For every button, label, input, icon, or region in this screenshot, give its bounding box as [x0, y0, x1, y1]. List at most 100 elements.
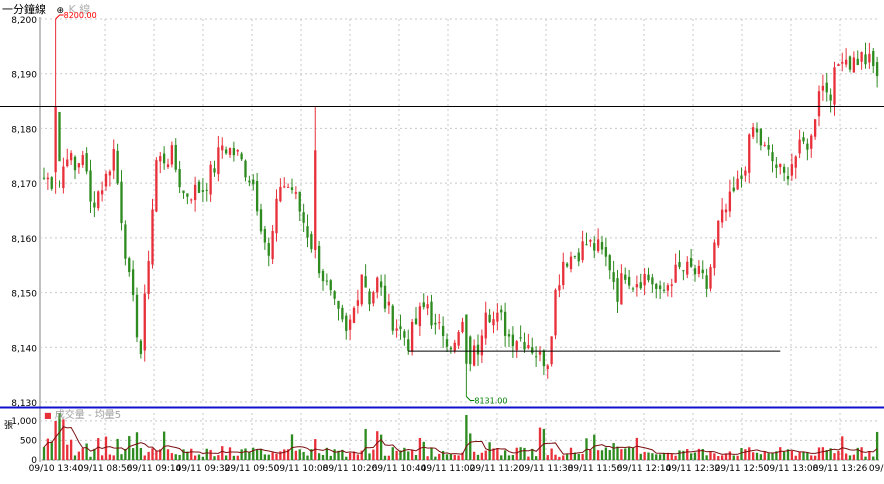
volume-bar [802, 451, 805, 460]
time-tick-label: 09/11 10:08 [274, 464, 329, 474]
candle-body [608, 255, 611, 271]
candle-body [306, 226, 309, 238]
candle-body [333, 291, 336, 299]
kline-legend-icon[interactable]: ⊕ [56, 6, 65, 16]
time-tick-label: 09/11 12:14 [617, 464, 672, 474]
candle-body [658, 285, 662, 290]
time-tick-label: 09/11 10:26 [323, 464, 378, 474]
volume-bar [767, 453, 770, 460]
volume-bar [511, 454, 515, 460]
volume-bar [662, 452, 666, 460]
volume-bar [666, 452, 670, 460]
volume-bar [492, 448, 495, 460]
volume-bar [813, 455, 817, 460]
candle-body [472, 345, 476, 366]
volume-bar [368, 453, 371, 460]
candle-body [182, 190, 185, 194]
candle-body [438, 322, 441, 324]
candle-body [410, 321, 414, 352]
volume-bar [689, 453, 693, 460]
volume-bar [46, 438, 50, 460]
candle-body [872, 51, 875, 67]
volume-tick-label: 1,000 [11, 417, 37, 427]
volume-bar [693, 452, 697, 460]
volume-bar [643, 451, 646, 460]
volume-bar [348, 452, 352, 460]
volume-bar [635, 437, 639, 460]
header: 一分鐘線 ⊕ K 線 [2, 1, 202, 17]
volume-bar [294, 450, 298, 460]
volume-bar [232, 455, 236, 460]
candle-body [205, 189, 208, 191]
candle-body [697, 265, 701, 274]
volume-bar [488, 442, 491, 460]
volume-bar [240, 449, 243, 460]
candle-body [120, 181, 123, 224]
candle-body [224, 149, 228, 154]
candle-body [616, 278, 619, 302]
candle-body [662, 289, 666, 291]
time-tick-label: 09/11 09:14 [127, 464, 182, 474]
volume-bar [345, 456, 348, 460]
candle-body [290, 187, 294, 190]
candle-body [387, 301, 391, 306]
candle-body [376, 277, 379, 293]
volume-bar [302, 451, 305, 460]
volume-bar [837, 450, 840, 460]
candle-body [399, 326, 402, 329]
volume-bar [112, 455, 115, 460]
candle-body [341, 307, 344, 320]
candle-body [193, 184, 197, 201]
candle-body [724, 209, 728, 213]
candle-body [174, 144, 177, 170]
candle-body [352, 307, 356, 323]
volume-bar [62, 419, 65, 460]
candle-body [240, 153, 243, 160]
volume-bar [852, 454, 856, 460]
price-tick-label: 8,180 [11, 125, 37, 135]
candle-body [736, 178, 739, 190]
volume-bar [844, 453, 848, 460]
candle-body [841, 62, 844, 64]
volume-bar [577, 453, 580, 460]
candle-body [759, 128, 763, 146]
volume-bar [50, 441, 53, 460]
candle-body [170, 145, 174, 165]
volume-bar [775, 451, 778, 460]
candle-body [589, 239, 592, 242]
volume-bar [399, 450, 402, 460]
volume-bar [736, 455, 739, 460]
volume-bar [589, 449, 592, 460]
volume-bar [174, 454, 177, 460]
volume-bar [790, 451, 794, 460]
price-tick-label: 8,140 [11, 344, 37, 354]
candle-body [744, 170, 747, 176]
candle-body [593, 243, 596, 251]
volume-bar [829, 448, 832, 460]
volume-bar [224, 455, 228, 460]
candle-body [244, 160, 247, 178]
candle-body [573, 255, 577, 257]
volume-bar [321, 454, 325, 460]
candle-body [728, 191, 732, 212]
candle-body [833, 67, 836, 105]
candle-body [596, 239, 600, 252]
volume-bar [503, 450, 507, 460]
candle-body [751, 127, 755, 137]
volume-bar [496, 448, 499, 460]
candle-body [317, 245, 321, 274]
candle-body [852, 57, 856, 73]
volume-bar [821, 447, 825, 460]
time-tick-label: 09/11 08:56 [78, 464, 133, 474]
volume-bar [596, 450, 600, 460]
candle-body [186, 193, 189, 197]
volume-bar [73, 455, 77, 460]
volume-bar [162, 431, 166, 460]
volume-bar [414, 455, 418, 460]
volume-bar [686, 448, 689, 460]
volume-bar [786, 449, 790, 460]
volume-legend-swatch: ■ [44, 411, 52, 420]
candle-body [651, 277, 654, 285]
candle-body [50, 177, 53, 189]
volume-bar [701, 448, 704, 460]
